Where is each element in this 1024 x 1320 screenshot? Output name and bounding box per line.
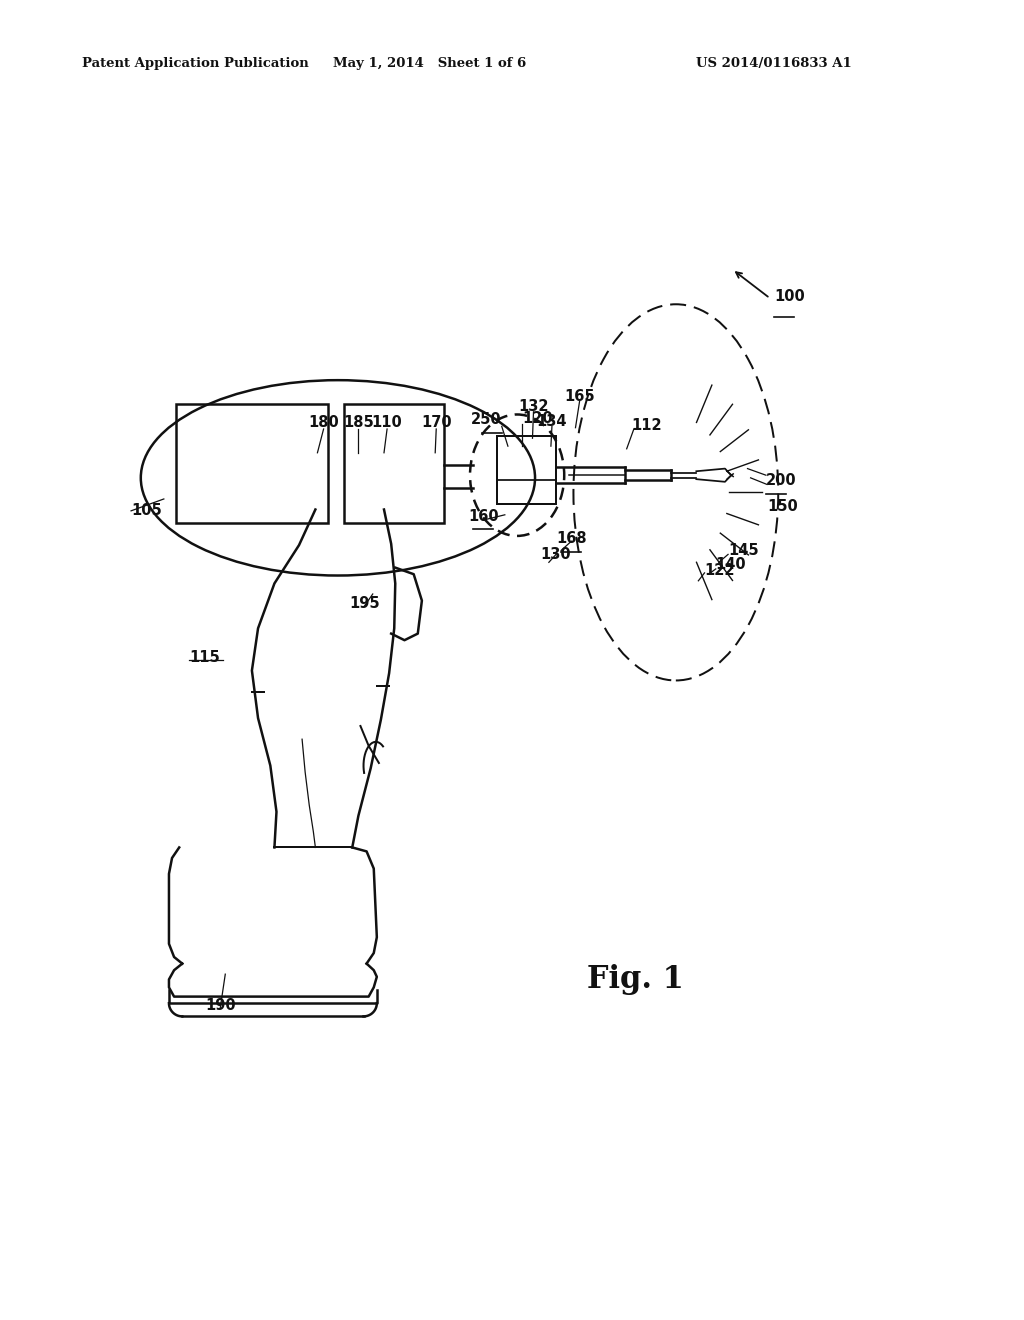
Text: 200: 200 [766, 473, 797, 488]
Text: 165: 165 [564, 388, 595, 404]
Text: 110: 110 [372, 414, 402, 430]
Text: 170: 170 [421, 414, 452, 430]
Text: 112: 112 [632, 417, 663, 433]
Text: 145: 145 [728, 543, 759, 558]
Text: 134: 134 [537, 413, 567, 429]
Text: 132: 132 [518, 399, 549, 414]
Text: 250: 250 [471, 412, 502, 428]
Text: 160: 160 [468, 508, 499, 524]
Text: 168: 168 [556, 531, 587, 546]
Text: 185: 185 [343, 414, 374, 430]
Text: 140: 140 [716, 557, 746, 573]
Text: 120: 120 [522, 411, 553, 426]
Text: 122: 122 [705, 562, 735, 578]
Text: Fig. 1: Fig. 1 [587, 964, 683, 995]
Text: 190: 190 [205, 998, 236, 1014]
Text: 105: 105 [131, 503, 162, 519]
Text: 195: 195 [349, 595, 380, 611]
Text: May 1, 2014   Sheet 1 of 6: May 1, 2014 Sheet 1 of 6 [334, 57, 526, 70]
Text: Patent Application Publication: Patent Application Publication [82, 57, 308, 70]
Text: 115: 115 [189, 649, 220, 665]
Text: US 2014/0116833 A1: US 2014/0116833 A1 [696, 57, 852, 70]
Text: 150: 150 [767, 499, 798, 515]
Text: 180: 180 [308, 414, 339, 430]
Text: 130: 130 [541, 546, 571, 562]
Text: 100: 100 [774, 289, 805, 304]
